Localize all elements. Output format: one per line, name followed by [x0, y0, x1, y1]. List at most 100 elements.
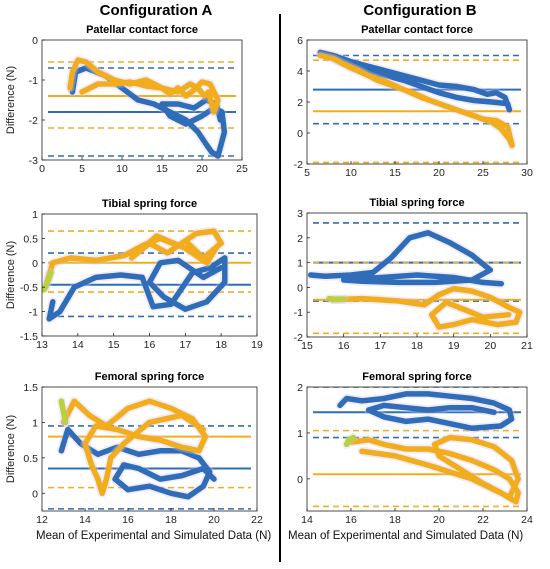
plot-area — [48, 396, 251, 510]
plot-area — [313, 47, 521, 164]
y-tick-label: 0 — [297, 128, 303, 140]
x-tick-label: 10 — [345, 167, 357, 179]
plot-area — [42, 226, 251, 324]
x-tick-label: 18 — [215, 339, 227, 351]
x-tick-label: 18 — [389, 514, 401, 526]
y-tick-label: -1.5 — [20, 331, 38, 343]
series-blue — [58, 426, 217, 500]
x-tick-label: 14 — [301, 514, 313, 526]
series-green — [58, 398, 69, 426]
series-orange — [348, 434, 521, 505]
x-tick-label: 16 — [122, 514, 134, 526]
x-tick-label: 5 — [304, 167, 310, 179]
series-blue — [317, 49, 513, 113]
y-tick-label: 1 — [32, 417, 38, 429]
series-blue — [69, 65, 228, 159]
chart-title: Tibial spring force — [102, 198, 197, 210]
x-tick-label: 17 — [179, 339, 191, 351]
x-axis-label-b: Mean of Experimental and Simulated Data … — [288, 530, 524, 542]
series-orange — [60, 398, 209, 497]
y-tick-label: 6 — [297, 35, 303, 47]
series-green — [326, 295, 347, 303]
x-tick-label: 19 — [448, 340, 460, 352]
x-tick-label: 15 — [156, 163, 168, 175]
y-tick-label: 1 — [32, 209, 38, 221]
x-tick-label: 14 — [72, 339, 84, 351]
x-tick-label: 19 — [251, 339, 263, 351]
column-title-a: Configuration A — [99, 2, 213, 19]
x-tick-label: 17 — [374, 340, 386, 352]
column-title-b: Configuration B — [363, 2, 477, 19]
x-tick-label: 22 — [477, 514, 489, 526]
x-tick-label: 30 — [521, 167, 533, 179]
x-tick-label: 20 — [196, 163, 208, 175]
x-tick-label: 10 — [116, 163, 128, 175]
x-tick-label: 0 — [39, 163, 45, 175]
y-tick-label: 0 — [32, 258, 38, 270]
x-tick-label: 16 — [338, 340, 350, 352]
axes-box — [41, 39, 243, 161]
plot-area — [307, 222, 525, 335]
series-blue — [337, 391, 515, 432]
x-tick-label: 21 — [521, 340, 533, 352]
x-axis-label-a: Mean of Experimental and Simulated Data … — [36, 530, 272, 542]
series-orange — [329, 285, 523, 330]
chart-b3: Femoral spring force 14 16 18 20 22 24 0 1 2 — [297, 371, 533, 526]
chart-title: Femoral spring force — [95, 371, 204, 383]
chart-a3: Femoral spring force 12 14 16 18 20 22 0 0.5 1 1.5… — [5, 371, 263, 526]
y-tick-label: -2 — [29, 115, 38, 127]
x-tick-label: 18 — [165, 514, 177, 526]
y-tick-label: 1 — [297, 428, 303, 440]
y-tick-label: 0.5 — [23, 453, 38, 465]
x-tick-label: 20 — [484, 340, 496, 352]
chart-title: Patellar contact force — [86, 24, 198, 36]
series-green — [343, 434, 356, 448]
y-tick-label: 2 — [297, 382, 303, 394]
y-tick-label: -1 — [294, 307, 303, 319]
y-axis-label: Difference (N) — [5, 241, 17, 309]
y-tick-label: 3 — [297, 208, 303, 220]
x-tick-label: 18 — [411, 340, 423, 352]
series-orange — [42, 228, 224, 290]
y-tick-label: 1 — [297, 258, 303, 270]
x-tick-label: 16 — [144, 339, 156, 351]
x-tick-label: 25 — [236, 163, 248, 175]
chart-title: Patellar contact force — [361, 24, 473, 36]
y-tick-label: 0 — [32, 488, 38, 500]
chart-b1: Patellar contact force 5 10 15 20 25 30 -2 0 2 4 6 — [294, 24, 533, 179]
x-tick-label: 15 — [301, 340, 313, 352]
x-tick-label: 12 — [36, 514, 48, 526]
x-tick-label: 14 — [79, 514, 91, 526]
x-tick-label: 22 — [251, 514, 263, 526]
y-tick-label: -1 — [29, 75, 38, 87]
y-tick-label: 0 — [297, 474, 303, 486]
series-orange — [317, 52, 515, 149]
y-tick-label: -0.5 — [20, 282, 38, 294]
plot-area — [48, 55, 236, 160]
y-axis-label: Difference (N) — [5, 66, 17, 134]
x-tick-label: 15 — [389, 167, 401, 179]
x-tick-label: 25 — [477, 167, 489, 179]
axes-box — [306, 386, 528, 512]
y-tick-label: 4 — [297, 66, 303, 78]
y-tick-label: -2 — [294, 332, 303, 344]
series-orange — [67, 57, 221, 115]
y-axis-label: Difference (N) — [5, 415, 17, 483]
y-tick-label: 0.5 — [23, 233, 38, 245]
x-tick-label: 20 — [433, 514, 445, 526]
plot-area — [313, 387, 523, 508]
y-tick-label: 1.5 — [23, 382, 38, 394]
column-divider — [279, 14, 281, 562]
chart-a2: Tibial spring force 13 14 15 16 17 18 19 -1.5 -1 -… — [5, 198, 263, 351]
x-tick-label: 24 — [521, 514, 533, 526]
chart-a1: Patellar contact force 0 5 10 15 20 25 -3 -2 -1 0 D… — [5, 24, 248, 175]
x-tick-label: 5 — [79, 163, 85, 175]
axes-box — [41, 386, 258, 512]
series-blue — [46, 255, 228, 322]
y-tick-label: 2 — [297, 233, 303, 245]
x-tick-label: 13 — [36, 339, 48, 351]
y-tick-label: -3 — [29, 155, 38, 167]
y-tick-label: 0 — [297, 282, 303, 294]
